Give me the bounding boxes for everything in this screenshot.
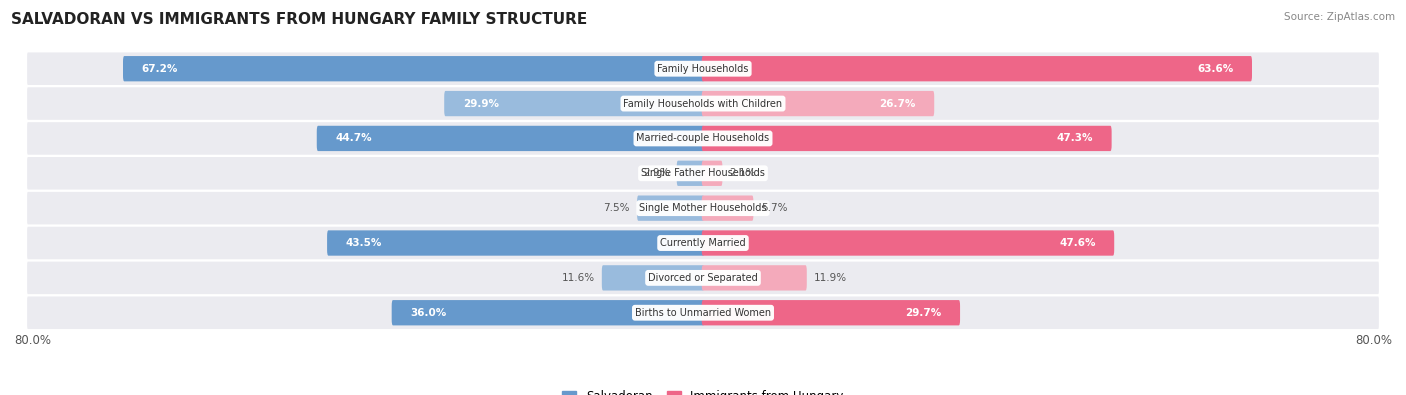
FancyBboxPatch shape bbox=[702, 230, 1114, 256]
FancyBboxPatch shape bbox=[27, 53, 1379, 85]
Legend: Salvadoran, Immigrants from Hungary: Salvadoran, Immigrants from Hungary bbox=[558, 385, 848, 395]
Text: 47.6%: 47.6% bbox=[1059, 238, 1095, 248]
FancyBboxPatch shape bbox=[702, 265, 807, 291]
FancyBboxPatch shape bbox=[702, 91, 934, 116]
Text: Divorced or Separated: Divorced or Separated bbox=[648, 273, 758, 283]
Text: 26.7%: 26.7% bbox=[879, 99, 915, 109]
FancyBboxPatch shape bbox=[702, 56, 1251, 81]
Text: Family Households with Children: Family Households with Children bbox=[623, 99, 783, 109]
Text: 29.7%: 29.7% bbox=[905, 308, 942, 318]
FancyBboxPatch shape bbox=[27, 87, 1379, 120]
FancyBboxPatch shape bbox=[702, 300, 960, 325]
Text: 67.2%: 67.2% bbox=[142, 64, 179, 74]
Text: 7.5%: 7.5% bbox=[603, 203, 630, 213]
Text: Single Mother Households: Single Mother Households bbox=[640, 203, 766, 213]
Text: 2.9%: 2.9% bbox=[643, 168, 669, 178]
FancyBboxPatch shape bbox=[702, 161, 723, 186]
Text: 29.9%: 29.9% bbox=[463, 99, 499, 109]
FancyBboxPatch shape bbox=[27, 297, 1379, 329]
Text: Source: ZipAtlas.com: Source: ZipAtlas.com bbox=[1284, 12, 1395, 22]
FancyBboxPatch shape bbox=[637, 196, 704, 221]
FancyBboxPatch shape bbox=[676, 161, 704, 186]
FancyBboxPatch shape bbox=[702, 126, 1112, 151]
Text: 2.1%: 2.1% bbox=[730, 168, 756, 178]
FancyBboxPatch shape bbox=[392, 300, 704, 325]
FancyBboxPatch shape bbox=[328, 230, 704, 256]
FancyBboxPatch shape bbox=[122, 56, 704, 81]
Text: 43.5%: 43.5% bbox=[346, 238, 382, 248]
Text: 80.0%: 80.0% bbox=[14, 334, 51, 347]
FancyBboxPatch shape bbox=[27, 157, 1379, 190]
FancyBboxPatch shape bbox=[602, 265, 704, 291]
FancyBboxPatch shape bbox=[702, 196, 754, 221]
FancyBboxPatch shape bbox=[316, 126, 704, 151]
Text: SALVADORAN VS IMMIGRANTS FROM HUNGARY FAMILY STRUCTURE: SALVADORAN VS IMMIGRANTS FROM HUNGARY FA… bbox=[11, 12, 588, 27]
Text: Married-couple Households: Married-couple Households bbox=[637, 134, 769, 143]
Text: 11.6%: 11.6% bbox=[561, 273, 595, 283]
Text: 11.9%: 11.9% bbox=[814, 273, 848, 283]
Text: Currently Married: Currently Married bbox=[661, 238, 745, 248]
FancyBboxPatch shape bbox=[27, 261, 1379, 294]
Text: 63.6%: 63.6% bbox=[1198, 64, 1233, 74]
Text: 80.0%: 80.0% bbox=[1355, 334, 1392, 347]
FancyBboxPatch shape bbox=[444, 91, 704, 116]
Text: Births to Unmarried Women: Births to Unmarried Women bbox=[636, 308, 770, 318]
Text: Single Father Households: Single Father Households bbox=[641, 168, 765, 178]
FancyBboxPatch shape bbox=[27, 122, 1379, 155]
Text: 44.7%: 44.7% bbox=[335, 134, 373, 143]
Text: Family Households: Family Households bbox=[658, 64, 748, 74]
Text: 5.7%: 5.7% bbox=[761, 203, 787, 213]
FancyBboxPatch shape bbox=[27, 192, 1379, 224]
Text: 36.0%: 36.0% bbox=[411, 308, 447, 318]
Text: 47.3%: 47.3% bbox=[1057, 134, 1092, 143]
FancyBboxPatch shape bbox=[27, 227, 1379, 259]
